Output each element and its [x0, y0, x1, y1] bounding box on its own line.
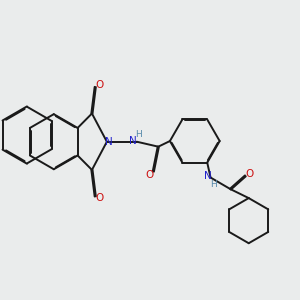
Text: H: H [210, 180, 217, 189]
Text: O: O [95, 80, 103, 90]
Text: N: N [129, 136, 136, 146]
Text: O: O [95, 193, 103, 203]
Text: N: N [105, 137, 112, 147]
Text: N: N [204, 171, 212, 181]
Text: O: O [245, 169, 254, 179]
Text: H: H [135, 130, 142, 139]
Text: O: O [146, 170, 154, 180]
